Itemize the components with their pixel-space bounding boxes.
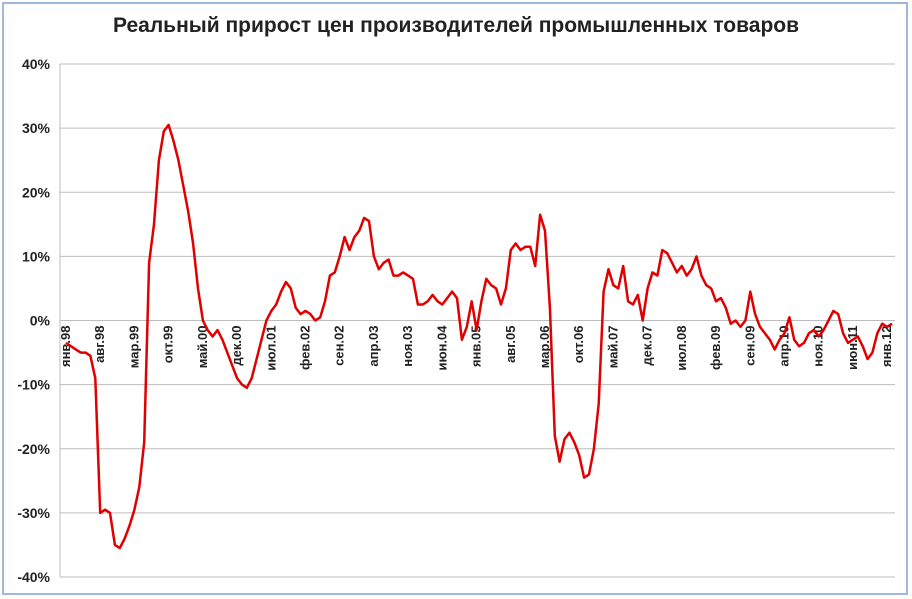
y-tick-label: -30%: [17, 505, 50, 521]
series-line: [65, 123, 893, 550]
x-tick-label: авг.05: [503, 326, 518, 363]
x-tick-label: июн.11: [845, 326, 860, 370]
x-axis-ticks: янв.98 авг.98 мар.99 окт.99 май.00 дек.00 июл.…: [58, 325, 894, 371]
x-tick-label: окт.06: [571, 326, 586, 364]
x-tick-label: дек.00: [229, 326, 244, 366]
y-tick-label: -40%: [17, 569, 50, 585]
x-tick-label: сен.02: [332, 326, 347, 366]
chart-title: Реальный прирост цен производителей пром…: [112, 14, 800, 37]
x-tick-label: июл.01: [263, 326, 278, 371]
y-tick-label: 20%: [22, 184, 51, 200]
x-tick-label: сен.09: [742, 326, 757, 366]
x-tick-label: июн.04: [434, 325, 449, 371]
x-tick-label: фев.09: [708, 326, 723, 371]
y-tick-label: -20%: [17, 441, 50, 457]
x-tick-label: янв.98: [58, 326, 73, 368]
x-tick-label: май.07: [605, 326, 620, 369]
y-axis-ticks: 40% 30% 20% 10% 0% -10% -20% -30% -40%: [17, 56, 50, 585]
x-tick-label: авг.98: [92, 326, 107, 363]
x-tick-label: янв.05: [469, 326, 484, 368]
y-tick-label: 30%: [22, 120, 51, 136]
x-tick-label: янв.12: [879, 326, 894, 368]
y-tick-label: 0%: [30, 313, 51, 329]
x-tick-label: ноя.03: [400, 326, 415, 367]
x-tick-label: мар.99: [126, 326, 141, 369]
x-tick-label: дек.07: [640, 326, 655, 366]
y-tick-label: -10%: [17, 377, 50, 393]
y-tick-label: 10%: [22, 248, 51, 264]
x-tick-label: фев.02: [297, 326, 312, 371]
gridlines: [60, 63, 895, 578]
x-tick-label: окт.99: [161, 326, 176, 364]
x-tick-label: июл.08: [674, 326, 689, 371]
y-tick-label: 40%: [22, 56, 51, 72]
x-tick-label: ноя.10: [811, 326, 826, 367]
x-tick-label: апр.10: [776, 326, 791, 367]
x-tick-label: май.00: [195, 326, 210, 369]
x-tick-label: мар.06: [537, 326, 552, 369]
x-tick-label: апр.03: [366, 326, 381, 367]
